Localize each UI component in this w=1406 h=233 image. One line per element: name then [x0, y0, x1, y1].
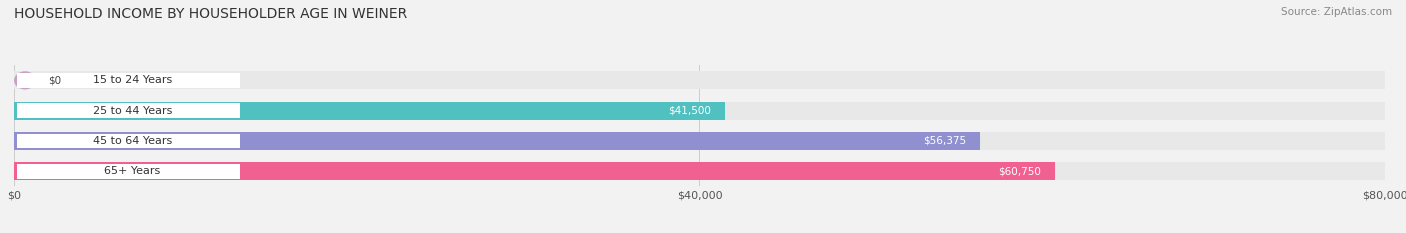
Text: Source: ZipAtlas.com: Source: ZipAtlas.com [1281, 7, 1392, 17]
Text: $41,500: $41,500 [669, 106, 711, 116]
Bar [17, 73, 240, 88]
Bar [14, 162, 1385, 180]
Bar [17, 103, 240, 118]
Text: HOUSEHOLD INCOME BY HOUSEHOLDER AGE IN WEINER: HOUSEHOLD INCOME BY HOUSEHOLDER AGE IN W… [14, 7, 408, 21]
Bar [14, 102, 725, 120]
Text: 45 to 64 Years: 45 to 64 Years [93, 136, 172, 146]
Text: 65+ Years: 65+ Years [104, 166, 160, 176]
Text: $60,750: $60,750 [998, 166, 1042, 176]
Text: 15 to 24 Years: 15 to 24 Years [93, 75, 172, 85]
Text: $0: $0 [48, 75, 62, 85]
Bar [14, 71, 1385, 89]
Ellipse shape [14, 71, 37, 89]
Bar [17, 134, 240, 148]
Bar [14, 102, 1385, 120]
Bar [14, 162, 1054, 180]
Text: $56,375: $56,375 [924, 136, 966, 146]
Bar [14, 132, 1385, 150]
Bar [17, 164, 240, 179]
Bar [14, 132, 980, 150]
Text: 25 to 44 Years: 25 to 44 Years [93, 106, 172, 116]
